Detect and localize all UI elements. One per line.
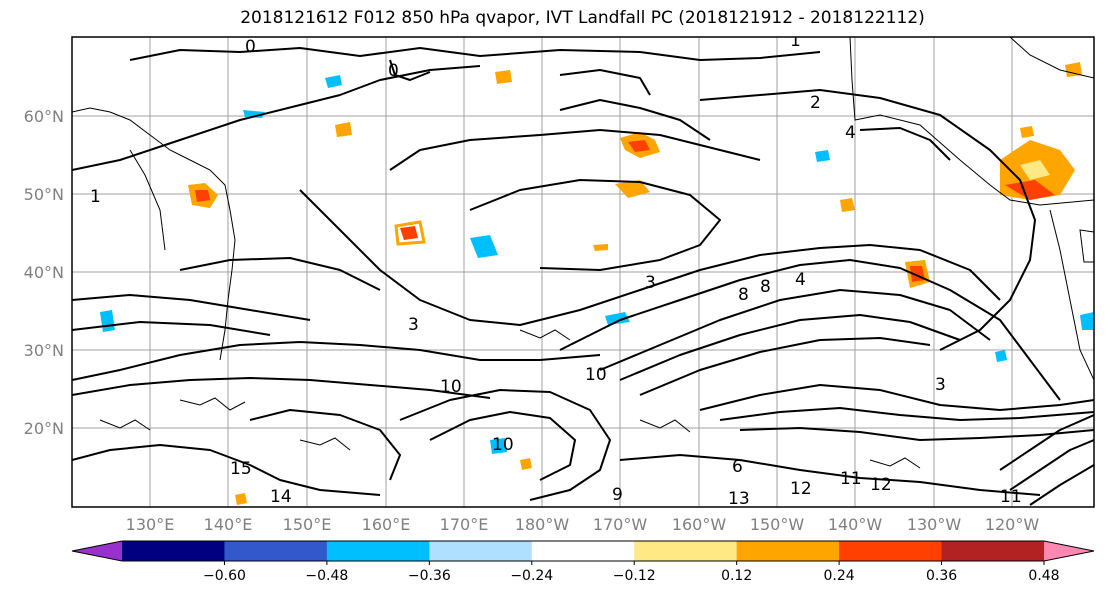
contour-label: 4 — [845, 123, 856, 143]
colorbar-swatch — [839, 541, 943, 561]
lon-label: 120°W — [985, 515, 1040, 534]
colorbar-tick-label: −0.60 — [203, 568, 246, 584]
colorbar-swatch — [531, 541, 635, 561]
lat-label-40n: 40°N — [24, 263, 64, 282]
colorbar-swatch — [122, 541, 225, 561]
lon-label: 140°E — [204, 515, 253, 534]
contour-label: 10 — [492, 435, 514, 455]
lat-label-60n: 60°N — [24, 107, 64, 126]
contour-label: 11 — [1000, 487, 1022, 507]
colorbar-extend-high — [1044, 541, 1094, 561]
colorbar-tick-label: 0.12 — [721, 568, 752, 584]
lon-label: 130°W — [907, 515, 962, 534]
contour-label: 8 — [738, 285, 749, 305]
lon-label: 150°W — [750, 515, 805, 534]
contour-label: 9 — [612, 485, 623, 505]
contour-label: 12 — [790, 479, 812, 499]
lon-label: 180°W — [515, 515, 570, 534]
longitude-labels: 130°E 140°E 150°E 160°E 170°E 180°W 170°… — [126, 515, 1040, 534]
lon-label: 130°E — [126, 515, 175, 534]
colorbar-extend-low — [72, 541, 122, 561]
contour-label: 10 — [585, 365, 607, 385]
map-title: 2018121612 F012 850 hPa qvapor, IVT Land… — [240, 8, 925, 28]
colorbar-swatch — [634, 541, 738, 561]
contour-label: 1 — [90, 187, 101, 207]
contour-label: 10 — [440, 377, 462, 397]
lon-label: 150°E — [283, 515, 332, 534]
lon-label: 160°W — [672, 515, 727, 534]
lat-label-20n: 20°N — [24, 419, 64, 438]
colorbar-tick-label: −0.36 — [408, 568, 451, 584]
lat-label-30n: 30°N — [24, 341, 64, 360]
minor-contours — [99, 329, 921, 469]
colorbar-tick-label: −0.48 — [305, 568, 348, 584]
contour-label: 15 — [230, 459, 252, 479]
contour-label: 1 — [790, 31, 801, 51]
lon-label: 170°W — [593, 515, 648, 534]
qvapor-shading — [100, 62, 1094, 505]
colorbar-tick-label: −0.12 — [613, 568, 656, 584]
graticule — [72, 37, 1094, 507]
contour-label: 3 — [935, 375, 946, 395]
contour-label: 0 — [388, 61, 399, 81]
contour-label: 11 — [840, 469, 862, 489]
contour-label: 2 — [810, 93, 821, 113]
latitude-labels: 60°N 50°N 40°N 30°N 20°N — [24, 107, 64, 438]
colorbar-swatch — [941, 541, 1045, 561]
lon-label: 160°E — [362, 515, 411, 534]
coastlines — [72, 37, 1094, 381]
colorbar: −0.60 −0.48 −0.36 −0.24 −0.12 0.12 0.24 0.36 0.4… — [71, 540, 1095, 584]
colorbar-tick-label: 0.36 — [926, 568, 957, 584]
colorbar-swatch — [736, 541, 840, 561]
contour-label: 12 — [870, 475, 892, 495]
colorbar-swatch — [224, 541, 328, 561]
colorbar-tick-label: 0.24 — [824, 568, 855, 584]
lon-label: 140°W — [828, 515, 883, 534]
lat-label-50n: 50°N — [24, 185, 64, 204]
colorbar-tick-label: −0.24 — [510, 568, 553, 584]
contour-label: 3 — [645, 273, 656, 293]
contour-label: 0 — [245, 37, 256, 57]
contour-label: 8 — [760, 277, 771, 297]
colorbar-outline — [71, 540, 1095, 562]
colorbar-swatch — [326, 541, 430, 561]
contour-label: 13 — [728, 489, 750, 509]
ivt-contours — [72, 47, 1094, 506]
contour-label: 6 — [732, 457, 743, 477]
contour-labels: 0 0 1 1 2 4 3 3 4 8 10 10 15 14 13 12 11… — [90, 31, 1022, 509]
contour-label: 14 — [270, 487, 292, 507]
contour-label: 4 — [795, 270, 806, 290]
colorbar-tick-label: 0.48 — [1028, 568, 1059, 584]
map-frame — [71, 36, 1095, 508]
lon-label: 170°E — [440, 515, 489, 534]
colorbar-swatch — [429, 541, 533, 561]
contour-label: 3 — [408, 315, 419, 335]
